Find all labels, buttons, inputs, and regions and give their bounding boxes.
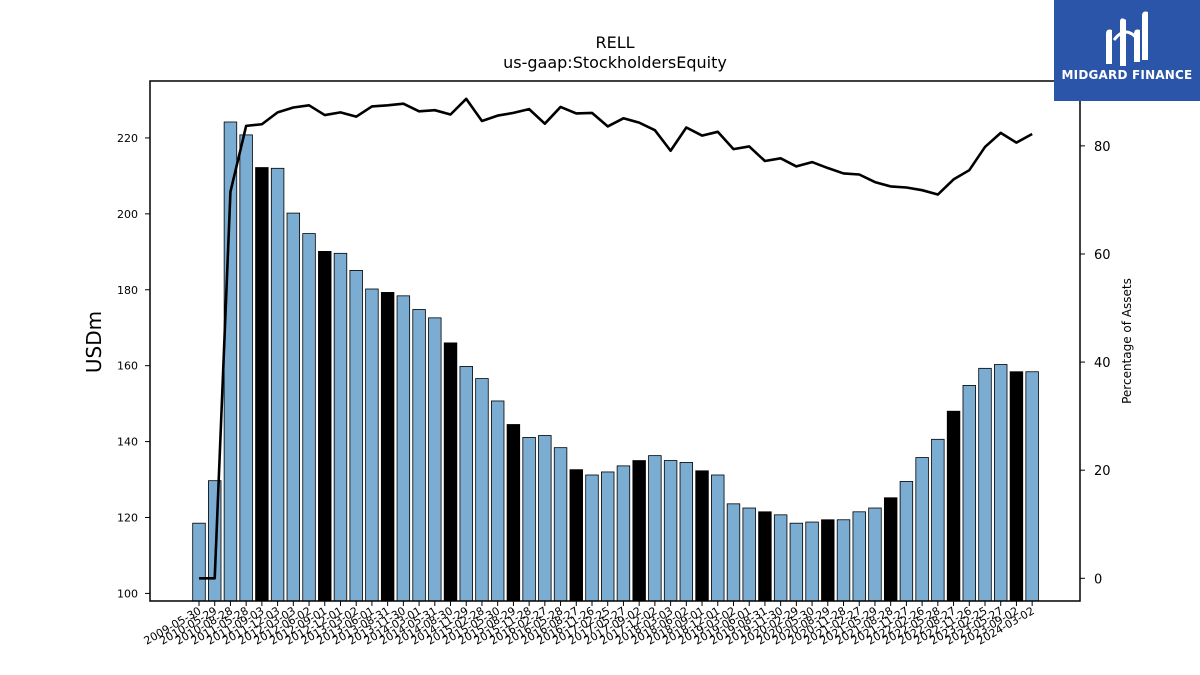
- y2-tick-label-0: 0: [1094, 572, 1102, 587]
- bar-2016-05-28: [553, 447, 568, 602]
- bar-2013-06-01: [365, 288, 379, 602]
- y-tick-label-180: 180: [117, 284, 138, 297]
- bar-2020-11-28: [836, 519, 851, 602]
- bar-2021-11-27: [899, 481, 914, 602]
- bar-2016-02-27: [538, 435, 552, 602]
- bar-2019-11-30: [773, 514, 788, 602]
- y2-tick-label-20: 20: [1094, 464, 1111, 479]
- bar-2018-06-02: [679, 462, 694, 602]
- bar-2015-02-28: [475, 378, 489, 602]
- y2-tick-label-60: 60: [1094, 248, 1111, 263]
- midgard-logo-icon: [1106, 11, 1148, 66]
- chart-subtitle: us-gaap:StockholdersEquity: [503, 53, 727, 72]
- bar-2015-11-28: [522, 437, 536, 602]
- bar-2017-09-02: [632, 460, 646, 602]
- bar-2015-05-30: [490, 400, 505, 602]
- bar-2024-03-02: [1025, 371, 1039, 602]
- bar-2014-05-31: [428, 317, 442, 602]
- bar-2023-02-25: [978, 367, 992, 602]
- y-tick-label-200: 200: [117, 208, 138, 221]
- y-tick-label-100: 100: [117, 587, 138, 600]
- bar-2011-12-03: [270, 167, 285, 602]
- bar-2020-02-29: [789, 522, 804, 602]
- bar-2009-05-30: [192, 522, 206, 602]
- brand-name: MIDGARD FINANCE: [1061, 68, 1193, 82]
- y-tick-label-140: 140: [117, 436, 138, 449]
- y-tick-label-160: 160: [117, 360, 138, 373]
- bar-2022-11-26: [962, 385, 976, 602]
- y-tick-label-220: 220: [117, 132, 138, 145]
- bar-2021-05-29: [868, 507, 882, 602]
- bar-2018-09-01: [695, 470, 709, 602]
- bar-2023-09-02: [1009, 371, 1024, 602]
- bar-2012-09-01: [318, 251, 332, 602]
- bar-2012-03-03: [286, 212, 301, 602]
- bar-2014-08-30: [443, 342, 458, 602]
- y-tick-label-120: 120: [117, 511, 138, 524]
- bar-2014-03-01: [412, 309, 426, 602]
- bar-2013-11-30: [396, 295, 411, 602]
- bar-2017-02-25: [601, 471, 615, 602]
- y-axis-label: USDm: [82, 311, 106, 373]
- bar-2022-05-28: [931, 438, 945, 602]
- bar-2015-08-29: [506, 424, 521, 602]
- bar-2022-02-26: [915, 457, 929, 602]
- bar-2013-08-31: [380, 292, 395, 602]
- bar-2021-08-28: [883, 497, 898, 602]
- plot-frame: [149, 80, 1081, 602]
- bar-2012-12-01: [333, 252, 348, 602]
- bar-2016-11-26: [585, 474, 599, 602]
- bar-2019-06-01: [742, 507, 756, 602]
- y2-tick-label-40: 40: [1094, 356, 1111, 371]
- bar-2021-02-27: [852, 511, 866, 602]
- bar-2011-05-28: [239, 134, 253, 602]
- bar-2019-08-31: [758, 511, 772, 602]
- bar-2014-11-29: [459, 366, 473, 602]
- bar-2023-05-27: [994, 364, 1008, 602]
- bar-2018-12-01: [711, 474, 725, 602]
- bar-2017-12-02: [648, 455, 662, 602]
- bar-2019-03-02: [726, 503, 741, 602]
- chart-title: RELL: [595, 33, 634, 52]
- bar-2011-09-03: [255, 167, 269, 602]
- bar-2020-05-30: [805, 521, 819, 602]
- y2-tick-label-80: 80: [1094, 140, 1111, 155]
- bar-2022-08-27: [946, 410, 961, 602]
- bar-2013-03-02: [349, 269, 363, 602]
- bar-2017-05-27: [616, 465, 631, 602]
- bar-2020-08-29: [821, 519, 835, 602]
- y2-axis-label: Percentage of Assets: [1120, 278, 1134, 404]
- percentage-of-assets-line: [199, 97, 1033, 580]
- bar-2012-06-02: [302, 233, 316, 602]
- brand-logo: MIDGARD FINANCE: [1054, 0, 1200, 101]
- bar-2016-08-27: [569, 469, 583, 602]
- bar-2018-03-03: [663, 460, 678, 602]
